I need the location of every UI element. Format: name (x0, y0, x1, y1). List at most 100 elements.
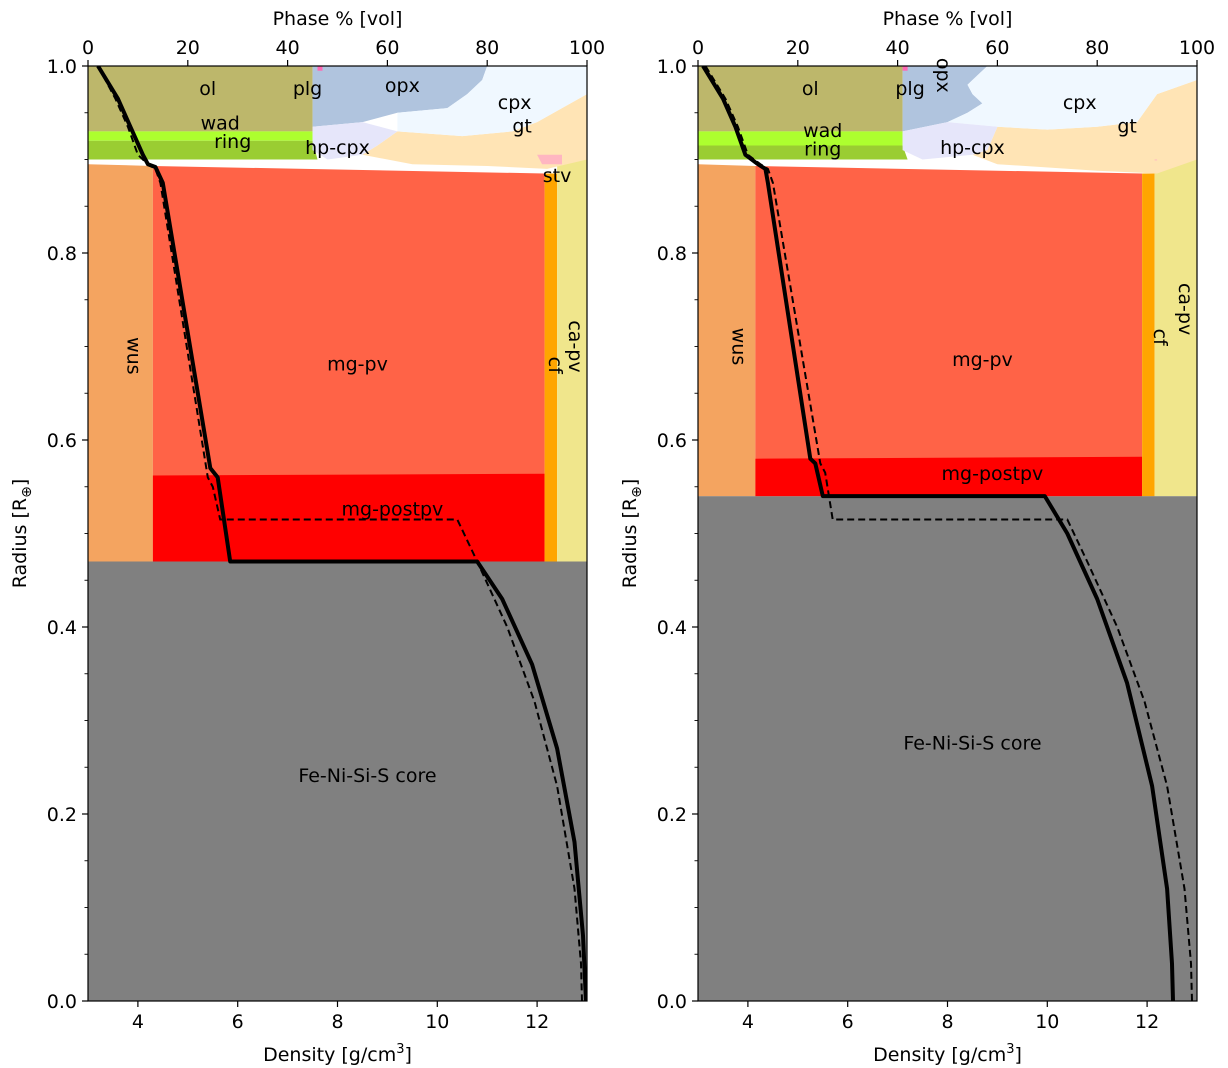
y-tick-label: 0.6 (47, 430, 77, 452)
y-axis-label: Radius [R⊕] (619, 479, 645, 589)
phase-label: cpx (498, 92, 532, 114)
phase-label: cf (544, 357, 566, 375)
phase-label: ca-pv (1174, 283, 1196, 335)
mg-pv-area (152, 166, 545, 562)
phase-label: mg-pv (327, 354, 388, 376)
cf-area (544, 173, 558, 562)
mg-postpv-area (152, 473, 545, 562)
stv-area (537, 154, 562, 165)
x-tick-label: 4 (132, 1011, 144, 1033)
x-tick-label: 12 (1135, 1011, 1159, 1033)
phase-label: ca-pv (564, 320, 586, 372)
top-tick-label: 100 (1179, 37, 1215, 59)
cf-area (1142, 173, 1155, 497)
gt-area (362, 94, 587, 169)
phase-label: opx (385, 75, 420, 97)
y-axis-label: Radius [R⊕] (9, 479, 35, 589)
y-tick-label: 1.0 (47, 56, 77, 78)
mg-postpv-area (755, 456, 1143, 497)
solid-density-line (701, 66, 1175, 1001)
phase-label: ol (199, 78, 216, 100)
y-tick-label: 0.0 (47, 991, 77, 1013)
dashed-density-line (97, 66, 583, 1001)
wus-area (698, 164, 756, 497)
cpx-area (397, 66, 587, 137)
ol-area (698, 66, 903, 132)
x-tick-label: 6 (232, 1011, 244, 1033)
top-tick-label: 80 (475, 37, 499, 59)
plg-area (902, 66, 908, 71)
ca-pv-area (557, 154, 587, 562)
top-tick-label: 40 (276, 37, 300, 59)
phase-label: mg-pv (952, 349, 1013, 371)
core-area (698, 496, 1197, 1001)
top-tick-label: 0 (82, 37, 94, 59)
phase-label: opx (932, 58, 954, 93)
top-tick-label: 60 (375, 37, 399, 59)
top-tick-label: 100 (569, 37, 605, 59)
top-tick-label: 40 (886, 37, 910, 59)
gt-area (972, 80, 1197, 174)
wad-area (88, 131, 313, 141)
x-tick-label: 4 (742, 1011, 754, 1033)
core-area (88, 561, 587, 1001)
ca-pv-area (1154, 154, 1197, 497)
x-tick-label: 10 (425, 1011, 449, 1033)
opx-area (312, 66, 488, 127)
phase-label: gt (512, 115, 532, 137)
solid-density-line (96, 66, 587, 1001)
phase-label: plg (293, 78, 322, 100)
x-tick-label: 12 (525, 1011, 549, 1033)
phase-areas (88, 66, 587, 1001)
wad-area (698, 131, 903, 146)
y-tick-label: 0.8 (657, 243, 687, 265)
y-tick-label: 0.4 (657, 617, 687, 639)
phase-label: cpx (1063, 92, 1097, 114)
y-tick-label: 0.6 (657, 430, 687, 452)
top-tick-label: 20 (786, 37, 810, 59)
ring-area (88, 140, 318, 160)
x-tick-label: 10 (1035, 1011, 1059, 1033)
phase-areas (698, 66, 1197, 1001)
x-tick-label: 8 (941, 1011, 953, 1033)
hp-cpx-area (312, 122, 398, 160)
phase-label: wad (201, 112, 240, 134)
top-tick-label: 20 (176, 37, 200, 59)
top-axis-label: Phase % [vol] (883, 8, 1013, 30)
top-tick-label: 80 (1085, 37, 1109, 59)
phase-label: hp-cpx (940, 137, 1005, 159)
wus-area (88, 164, 153, 562)
y-tick-label: 0.0 (657, 991, 687, 1013)
y-tick-label: 1.0 (657, 56, 687, 78)
phase-label: mg-postpv (342, 499, 444, 521)
top-tick-label: 60 (985, 37, 1009, 59)
mg-pv-area (755, 166, 1143, 497)
phase-label: stv (543, 165, 572, 187)
y-tick-label: 0.2 (657, 804, 687, 826)
cpx-area (947, 66, 1197, 130)
phase-label: plg (895, 78, 924, 100)
phase-label: hp-cpx (305, 137, 370, 159)
phase-label: cf (1149, 329, 1171, 347)
ring-area (698, 145, 908, 160)
x-axis-label: Density [g/cm3] (263, 1042, 412, 1066)
top-tick-label: 0 (692, 37, 704, 59)
phase-label: Fe-Ni-Si-S core (298, 765, 436, 787)
x-tick-label: 8 (331, 1011, 343, 1033)
phase-label: wus (727, 328, 749, 365)
phase-label: mg-postpv (942, 463, 1044, 485)
phase-label: ring (214, 131, 251, 153)
phase-label: ol (802, 78, 819, 100)
phase-label: gt (1117, 115, 1137, 137)
phase-label: wad (803, 120, 842, 142)
phase-label: Fe-Ni-Si-S core (903, 732, 1041, 754)
ol-area (88, 66, 313, 132)
x-axis-label: Density [g/cm3] (873, 1042, 1022, 1066)
hp-cpx-area (902, 122, 998, 160)
phase-label: ring (804, 139, 841, 161)
stv-area (1154, 159, 1158, 161)
opx-area (902, 66, 988, 132)
y-tick-label: 0.8 (47, 243, 77, 265)
y-tick-label: 0.4 (47, 617, 77, 639)
